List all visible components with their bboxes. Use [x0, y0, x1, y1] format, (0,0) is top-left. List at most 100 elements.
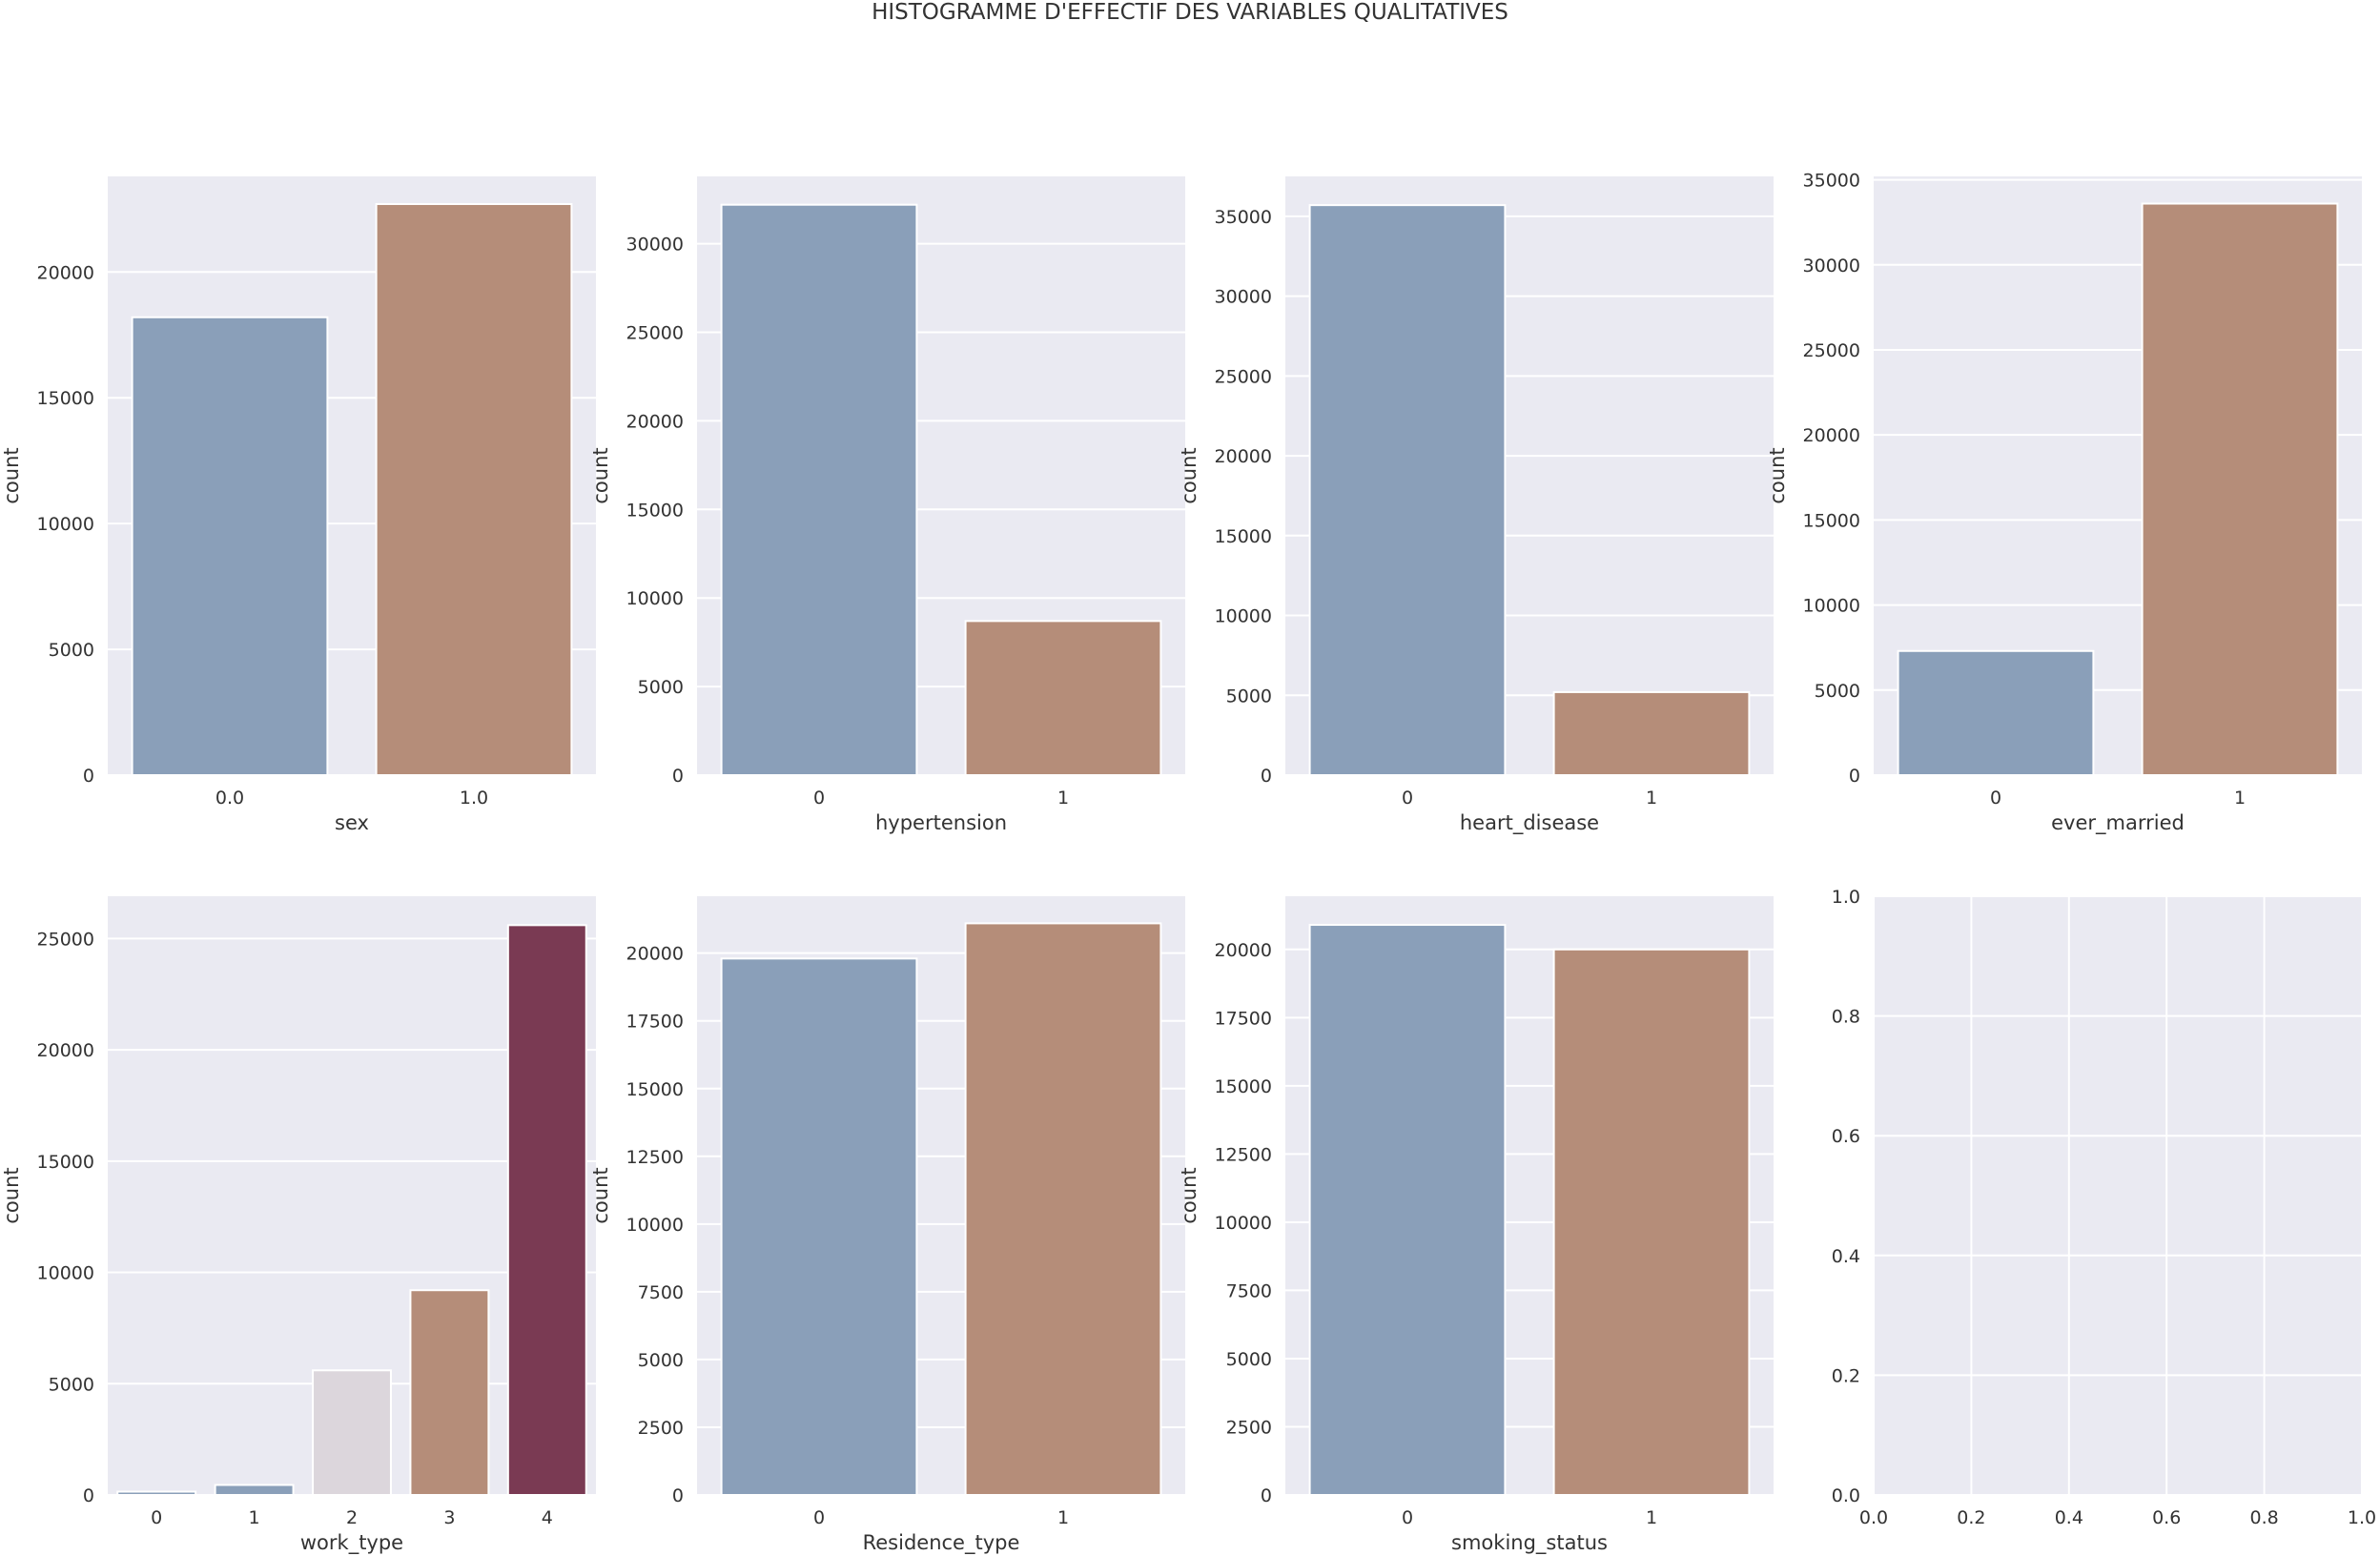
x-tick-label: 0.2: [1957, 1507, 1985, 1528]
y-tick-label: 5000: [638, 1350, 684, 1371]
subplot-5: 0 5000 10000 15000 20000 25000 0 1 2 3 4 work_type c…: [0, 896, 596, 1555]
x-tick-label: 0.4: [2055, 1507, 2083, 1528]
y-tick-label: 25000: [1215, 366, 1272, 387]
y-tick-label: 15000: [626, 1079, 684, 1100]
bar-1: [1552, 690, 1751, 777]
y-tick-label: 10000: [626, 588, 684, 609]
y-tick-label: 25000: [1803, 340, 1860, 361]
bar-0: [720, 957, 918, 1496]
y-tick-label: 5000: [1815, 681, 1860, 702]
y-tick-label: 15000: [1803, 510, 1860, 531]
y-tick-label: 17500: [1215, 1008, 1272, 1029]
y-tick-label: 20000: [1803, 425, 1860, 446]
y-tick-label: 5000: [638, 677, 684, 698]
y-tick-label: 10000: [1215, 606, 1272, 627]
y-tick-label: 1.0: [1832, 887, 1860, 908]
y-tick-label: 2500: [638, 1418, 684, 1439]
y-tick-label: 30000: [626, 235, 684, 256]
y-tick-label: 10000: [37, 514, 94, 535]
x-axis-label: work_type: [300, 1531, 403, 1555]
x-tick-label: 0: [1402, 1507, 1413, 1528]
x-axis-label: ever_married: [2051, 811, 2185, 835]
y-tick-label: 0: [672, 766, 684, 787]
x-tick-label: 0: [151, 1507, 162, 1528]
x-axis-label: heart_disease: [1460, 811, 1599, 835]
y-tick-label: 0.0: [1832, 1485, 1860, 1506]
bar-0: [116, 1490, 197, 1497]
subplot-4: 0 5000 10000 15000 20000 25000 30000 35000 0 1 eve…: [1766, 171, 2362, 835]
y-tick-label: 20000: [37, 262, 94, 283]
y-tick-label: 12500: [626, 1147, 684, 1168]
x-tick-label: 0: [1990, 788, 2001, 809]
y-tick-label: 0: [672, 1485, 684, 1506]
bar-1: [214, 1484, 295, 1496]
x-tick-label: 0.6: [2152, 1507, 2181, 1528]
bar-1: [964, 620, 1162, 777]
y-tick-label: 0.6: [1832, 1126, 1860, 1147]
y-tick-label: 7500: [1226, 1280, 1272, 1301]
x-tick-label: 3: [443, 1507, 455, 1528]
bar-1: [1552, 948, 1751, 1496]
bar-4: [506, 924, 587, 1496]
subplot-7: 0 2500 5000 7500 10000 12500 15000 17500 20000 0 1…: [1178, 896, 1774, 1555]
x-tick-label: 4: [542, 1507, 553, 1528]
x-tick-label: 0.0: [1859, 1507, 1888, 1528]
y-tick-label: 0: [1261, 766, 1272, 787]
x-axis-label: hypertension: [875, 811, 1007, 834]
axes-background: [1874, 896, 2362, 1495]
y-tick-label: 0.8: [1832, 1007, 1860, 1028]
y-tick-label: 30000: [1803, 256, 1860, 276]
y-tick-label: 2500: [1226, 1417, 1272, 1438]
y-axis-label: count: [1178, 1167, 1200, 1223]
bar-0: [1897, 649, 2095, 776]
y-tick-label: 30000: [1215, 287, 1272, 308]
y-tick-label: 0: [83, 1485, 94, 1506]
x-tick-label: 1: [1057, 1507, 1069, 1528]
subplot-3: 0 5000 10000 15000 20000 25000 30000 35000 0 1 hea…: [1178, 176, 1774, 835]
subplot-1: 0 5000 10000 15000 20000 0.0 1.0 sex count: [0, 176, 596, 834]
y-tick-label: 17500: [626, 1012, 684, 1033]
y-axis-label: count: [589, 447, 612, 503]
y-tick-label: 15000: [1215, 526, 1272, 547]
x-axis-label: Residence_type: [863, 1531, 1020, 1555]
y-tick-label: 10000: [1803, 596, 1860, 617]
y-tick-label: 15000: [626, 500, 684, 521]
bar-3: [409, 1289, 490, 1497]
y-axis-label: count: [0, 447, 23, 503]
y-tick-label: 10000: [37, 1263, 94, 1284]
y-tick-label: 0.4: [1832, 1246, 1860, 1267]
x-tick-label: 1: [1057, 788, 1069, 809]
y-tick-label: 0: [1849, 766, 1860, 787]
y-tick-label: 20000: [1215, 446, 1272, 467]
y-axis-label: count: [1178, 447, 1200, 503]
y-tick-label: 15000: [37, 388, 94, 409]
bar-0.0: [131, 316, 329, 776]
x-tick-label: 0.0: [215, 788, 244, 809]
y-tick-label: 0: [1261, 1485, 1272, 1506]
y-tick-label: 25000: [37, 929, 94, 950]
x-tick-label: 2: [346, 1507, 358, 1528]
y-tick-label: 25000: [626, 323, 684, 344]
y-tick-label: 20000: [626, 944, 684, 965]
x-tick-label: 0: [813, 788, 825, 809]
y-tick-label: 5000: [49, 1374, 94, 1395]
subplot-2: 0 5000 10000 15000 20000 25000 30000 0 1 hyperten…: [589, 176, 1185, 834]
y-axis-label: count: [589, 1167, 612, 1223]
y-tick-label: 5000: [1226, 686, 1272, 706]
y-tick-label: 35000: [1215, 207, 1272, 228]
y-tick-label: 5000: [49, 640, 94, 661]
y-tick-label: 20000: [1215, 940, 1272, 961]
y-tick-label: 20000: [37, 1040, 94, 1061]
bar-1: [964, 922, 1162, 1496]
x-tick-label: 1.0: [460, 788, 488, 809]
x-tick-label: 1: [1646, 788, 1657, 809]
bar-0: [720, 203, 918, 777]
x-axis-label: sex: [335, 811, 369, 834]
subplot-8: 0.0 0.2 0.4 0.6 0.8 1.0 0.0 0.2 0.4 0.6 0.8 1.0: [1832, 887, 2376, 1528]
y-axis-label: count: [0, 1167, 23, 1223]
subplot-6: 0 2500 5000 7500 10000 12500 15000 17500 20000 0 1…: [589, 896, 1185, 1555]
bar-1: [2141, 202, 2339, 776]
x-tick-label: 0: [1402, 788, 1413, 809]
x-tick-label: 0: [813, 1507, 825, 1528]
x-tick-label: 1: [1646, 1507, 1657, 1528]
